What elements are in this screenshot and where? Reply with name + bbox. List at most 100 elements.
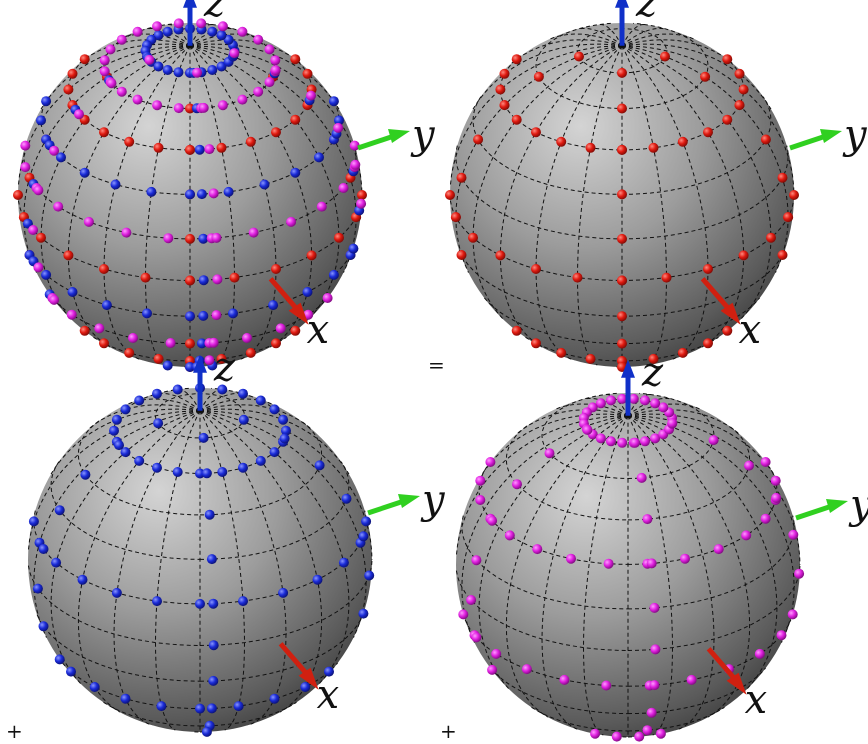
blue-point (198, 275, 209, 286)
meridian-line (67, 45, 191, 348)
y-axis-arrowhead (820, 129, 842, 143)
blue-point (79, 167, 90, 178)
red-point (185, 233, 195, 244)
red-point (473, 134, 484, 145)
blue-point (66, 666, 76, 677)
blue-point (208, 598, 219, 609)
meridian-line (578, 27, 623, 47)
blue-point (195, 703, 205, 714)
meridian-line (627, 415, 715, 731)
red-point (499, 100, 510, 111)
magenta-point (349, 140, 360, 151)
z-axis-label: z (203, 0, 226, 26)
magenta-point (658, 402, 669, 413)
magenta-point (471, 555, 482, 566)
blue-point (259, 179, 270, 190)
meridian-line (621, 45, 745, 348)
blue-point (134, 455, 145, 466)
blue-point (152, 388, 162, 399)
magenta-point (165, 338, 176, 348)
latitude-line (458, 249, 786, 317)
magenta-point (741, 530, 752, 541)
magenta-point (642, 514, 653, 525)
meridian-line (449, 45, 623, 186)
magenta-point (650, 644, 661, 655)
meridian-line (27, 410, 201, 551)
blue-point (278, 587, 289, 598)
blue-point (348, 243, 359, 254)
blue-point (207, 26, 218, 37)
blue-point (146, 186, 157, 197)
panel-magenta-set: z y x (455, 350, 868, 742)
blue-point (28, 516, 39, 527)
blue-point (77, 574, 88, 585)
magenta-point (144, 54, 155, 65)
magenta-point (152, 100, 163, 111)
meridian-line (189, 27, 234, 47)
meridian-line (627, 409, 741, 435)
meridian-line (584, 397, 629, 417)
magenta-point (74, 109, 84, 120)
meridian-line (541, 415, 629, 731)
red-point (290, 114, 301, 125)
red-point (445, 190, 455, 200)
magenta-point (217, 100, 228, 111)
meridian-line (156, 392, 201, 412)
magenta-point (601, 680, 612, 691)
magenta-point (99, 55, 110, 66)
red-point (99, 264, 109, 274)
x-axis-arrowhead (720, 302, 741, 325)
meridian-line (515, 409, 629, 435)
magenta-point (53, 201, 64, 212)
magenta-point (99, 66, 110, 77)
magenta-point (196, 18, 207, 29)
magenta-point (628, 393, 639, 404)
magenta-point (204, 144, 215, 155)
blue-point (162, 26, 173, 37)
magenta-point (640, 436, 650, 447)
blue-point (204, 509, 215, 520)
meridian-line (77, 410, 201, 713)
magenta-point (83, 216, 94, 227)
x-axis-label: x (745, 677, 768, 723)
blue-point (89, 682, 100, 692)
blue-point (111, 414, 122, 425)
meridian-line (627, 415, 751, 718)
x-axis-label: x (739, 307, 762, 353)
meridian-line (621, 43, 772, 110)
red-point (36, 232, 46, 243)
magenta-point (642, 725, 653, 736)
red-point (531, 338, 541, 349)
blue-point (314, 152, 324, 163)
magenta-point (253, 34, 264, 45)
red-point (245, 136, 256, 147)
blue-point (217, 384, 228, 395)
magenta-point (760, 513, 771, 524)
blue-point (41, 96, 52, 107)
blue-point (172, 384, 183, 395)
meridian-line (599, 24, 623, 46)
red-point (660, 51, 670, 62)
magenta-point (322, 293, 333, 303)
red-point (63, 250, 74, 261)
red-point (617, 275, 627, 286)
y-axis-arrow (357, 133, 395, 151)
meridian-line (621, 33, 697, 47)
magenta-point (590, 728, 601, 739)
red-point (531, 264, 541, 274)
blue-point (67, 287, 78, 297)
red-point (456, 250, 467, 260)
magenta-point (770, 475, 781, 486)
magenta-point (173, 18, 184, 29)
blue-point (51, 557, 62, 568)
meridian-line (189, 39, 303, 65)
blue-point (300, 682, 311, 692)
red-point (99, 338, 109, 349)
meridian-line (50, 408, 201, 475)
magenta-point (487, 515, 498, 526)
magenta-point (211, 232, 222, 243)
blue-point (341, 493, 352, 504)
blue-point (198, 432, 209, 443)
blue-point (269, 693, 280, 704)
magenta-point (152, 21, 163, 32)
